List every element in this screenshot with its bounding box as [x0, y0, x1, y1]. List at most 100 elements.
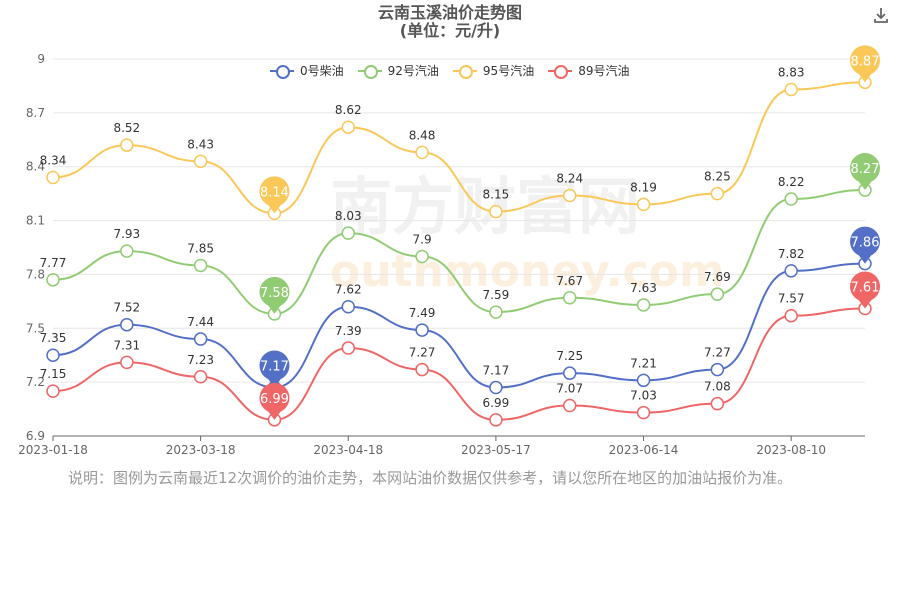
- callout-bubble: [259, 350, 290, 381]
- data-label: 8.03: [335, 209, 362, 223]
- chart-title-line-1: 云南玉溪油价走势图: [377, 3, 522, 22]
- data-label: 7.23: [187, 353, 214, 367]
- chart-note: 说明：图例为云南最近12次调价的油价走势，本网站油价数据仅供参考，请以您所在地区…: [68, 469, 793, 487]
- download-icon[interactable]: [872, 6, 890, 24]
- data-point: [46, 348, 60, 362]
- data-point: [562, 291, 577, 305]
- y-tick-label: 8.4: [26, 160, 45, 174]
- callout-bubble: [850, 226, 880, 257]
- data-label: 7.08: [704, 380, 731, 394]
- data-point: [341, 299, 356, 314]
- data-point: [415, 323, 429, 337]
- legend-label: 0号柴油: [300, 64, 344, 78]
- data-point: [193, 370, 208, 384]
- data-label: 7.63: [630, 281, 657, 295]
- legend-item[interactable]: 89号汽油: [548, 62, 629, 79]
- data-label: 7.03: [630, 389, 657, 403]
- x-tick-label: 2023-04-18: [313, 443, 383, 457]
- data-label: 7.27: [704, 346, 731, 360]
- data-point: [784, 308, 798, 323]
- data-label: 7.77: [40, 256, 67, 270]
- data-point: [784, 192, 798, 206]
- x-tick-label: 2023-03-18: [166, 443, 236, 457]
- data-point: [636, 373, 651, 388]
- data-point: [193, 332, 208, 346]
- data-point: [120, 317, 134, 332]
- data-label: 7.93: [113, 227, 140, 241]
- data-label: 7.67: [556, 274, 583, 288]
- data-label: 7.44: [187, 315, 214, 329]
- data-point: [784, 82, 798, 97]
- callout-label: 8.14: [260, 185, 289, 200]
- y-tick-label: 7.8: [26, 267, 45, 281]
- callout-bubble: [850, 153, 880, 184]
- data-label: 7.15: [40, 367, 67, 381]
- data-point: [415, 249, 429, 264]
- data-label: 7.9: [413, 232, 432, 246]
- data-point: [193, 258, 208, 273]
- legend-label: 89号汽油: [578, 64, 630, 78]
- callout-label: 7.58: [260, 286, 289, 301]
- legend-swatch: [270, 64, 294, 79]
- data-point: [120, 244, 134, 258]
- callout-label: 7.61: [851, 281, 880, 296]
- data-label: 7.17: [483, 364, 510, 378]
- callout-bubble: [850, 45, 880, 76]
- callout-label: 6.99: [260, 392, 289, 407]
- x-tick-label: 2023-01-18: [18, 443, 88, 457]
- data-point: [46, 384, 60, 398]
- y-tick-label: 8.1: [26, 214, 45, 228]
- legend-swatch: [357, 64, 382, 79]
- data-label: 7.07: [556, 381, 583, 395]
- data-label: 6.99: [483, 396, 510, 410]
- data-point: [710, 362, 725, 377]
- watermark-subtext: outhmoney.com: [330, 246, 725, 297]
- data-label: 7.82: [778, 247, 805, 261]
- data-point: [46, 170, 60, 185]
- data-point: [46, 273, 60, 287]
- legend-item[interactable]: 0号柴油: [270, 62, 344, 79]
- data-point: [710, 396, 725, 411]
- callout-bubble: [259, 176, 290, 207]
- data-label: 7.69: [704, 270, 731, 284]
- series-line: [52, 307, 866, 421]
- legend-swatch: [548, 64, 573, 79]
- x-tick-label: 2023-06-14: [609, 443, 679, 457]
- legend-item[interactable]: 95号汽油: [452, 62, 534, 79]
- data-point: [120, 138, 134, 152]
- data-label: 7.59: [483, 288, 510, 302]
- callout-bubble: [259, 276, 290, 307]
- legend-item[interactable]: 92号汽油: [357, 62, 439, 79]
- data-point: [562, 188, 577, 203]
- data-point: [341, 341, 356, 355]
- data-label: 8.24: [556, 171, 583, 185]
- callout-label: 8.87: [851, 54, 880, 69]
- data-point: [784, 264, 798, 278]
- data-point: [489, 204, 503, 219]
- x-tick-label: 2023-08-10: [756, 443, 826, 457]
- callout-label: 8.27: [851, 162, 880, 177]
- data-label: 7.52: [113, 301, 140, 315]
- data-point: [636, 298, 651, 312]
- data-label: 8.15: [483, 188, 510, 202]
- x-tick-label: 2023-05-17: [461, 443, 531, 457]
- legend-label: 92号汽油: [387, 64, 439, 78]
- data-point: [636, 405, 651, 420]
- y-tick-label: 6.9: [26, 429, 45, 443]
- data-label: 7.49: [409, 306, 436, 320]
- data-label: 8.83: [778, 66, 805, 80]
- chart-title: 云南玉溪油价走势图 (单位：元/升): [0, 4, 900, 40]
- data-label: 7.57: [778, 292, 805, 306]
- data-point: [710, 186, 725, 201]
- data-point: [636, 197, 651, 212]
- data-point: [415, 362, 429, 377]
- data-point: [341, 120, 356, 134]
- data-label: 7.27: [409, 346, 436, 360]
- data-point: [489, 413, 503, 427]
- callout-label: 7.17: [260, 360, 289, 375]
- callout-bubble: [850, 271, 880, 302]
- chart-legend: 0号柴油 92号汽油 95号汽油 89号汽油: [270, 62, 629, 79]
- data-point: [120, 355, 134, 370]
